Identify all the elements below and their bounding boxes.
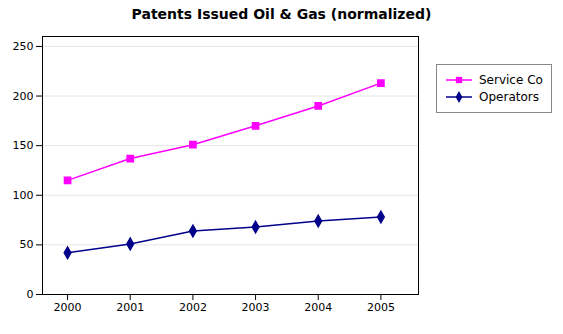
html-text:Service Co: Service Co bbox=[479, 73, 543, 87]
svg-text:0: 0 bbox=[27, 288, 34, 301]
svg-text:2000: 2000 bbox=[54, 301, 82, 314]
svg-text:100: 100 bbox=[13, 189, 34, 202]
svg-text:200: 200 bbox=[13, 90, 34, 103]
svg-text:150: 150 bbox=[13, 139, 34, 152]
html-text:Patents Issued Oil & Gas (norm: Patents Issued Oil & Gas (normalized) bbox=[131, 6, 432, 22]
svg-text:50: 50 bbox=[20, 238, 34, 251]
html-text:Operators: Operators bbox=[479, 90, 539, 104]
svg-text:2004: 2004 bbox=[304, 301, 332, 314]
svg-text:250: 250 bbox=[13, 40, 34, 53]
svg-text:2005: 2005 bbox=[367, 301, 395, 314]
svg-text:2001: 2001 bbox=[116, 301, 144, 314]
svg-text:2003: 2003 bbox=[242, 301, 270, 314]
svg-text:2002: 2002 bbox=[179, 301, 207, 314]
